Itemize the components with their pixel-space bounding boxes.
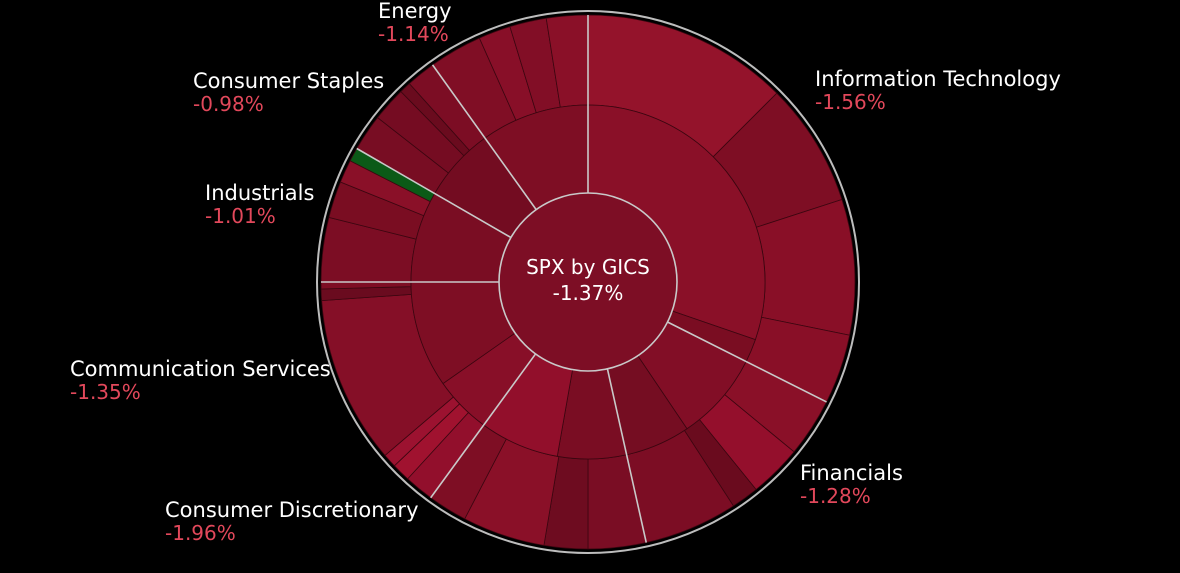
sector-name: Information Technology [815,67,1061,91]
center-change: -1.37% [552,281,624,305]
sector-label-consumer-staples[interactable]: Consumer Staples -0.98% [193,69,384,115]
sector-change: -1.35% [70,380,141,404]
sector-divider[interactable] [356,147,512,239]
sector-name: Communication Services [70,357,331,381]
sector-label-industrials[interactable]: Industrials -1.01% [205,181,314,227]
sector-divider[interactable] [431,64,537,211]
sector-change: -1.96% [165,521,236,545]
sector-change: -1.56% [815,90,886,114]
sector-name: Consumer Discretionary [165,498,419,522]
sector-change: -1.01% [205,204,276,228]
center-disc[interactable] [498,192,678,372]
sector-divider[interactable] [667,321,827,403]
sector-divider[interactable] [430,353,537,499]
sector-name: Consumer Staples [193,69,385,93]
outer-rim[interactable] [316,10,860,554]
sector-label-communication-services[interactable]: Communication Services -1.35% [70,357,331,403]
center-title: SPX by GICS [526,255,650,279]
sector-name: Industrials [205,181,315,205]
sector-change: -1.14% [378,22,449,46]
sector-name: Financials [800,461,903,485]
sector-change: -1.28% [800,484,871,508]
sector-label-information-technology[interactable]: Information Technology -1.56% [815,67,1061,113]
sector-change: -0.98% [193,92,264,116]
sector-label-financials[interactable]: Financials -1.28% [800,461,903,507]
center-label: SPX by GICS -1.37% [488,254,688,306]
sector-label-consumer-discretionary[interactable]: Consumer Discretionary -1.96% [165,498,419,544]
sector-divider[interactable] [606,368,648,543]
sector-name: Energy [378,0,452,23]
sector-label-energy[interactable]: Energy -1.14% [378,0,452,45]
